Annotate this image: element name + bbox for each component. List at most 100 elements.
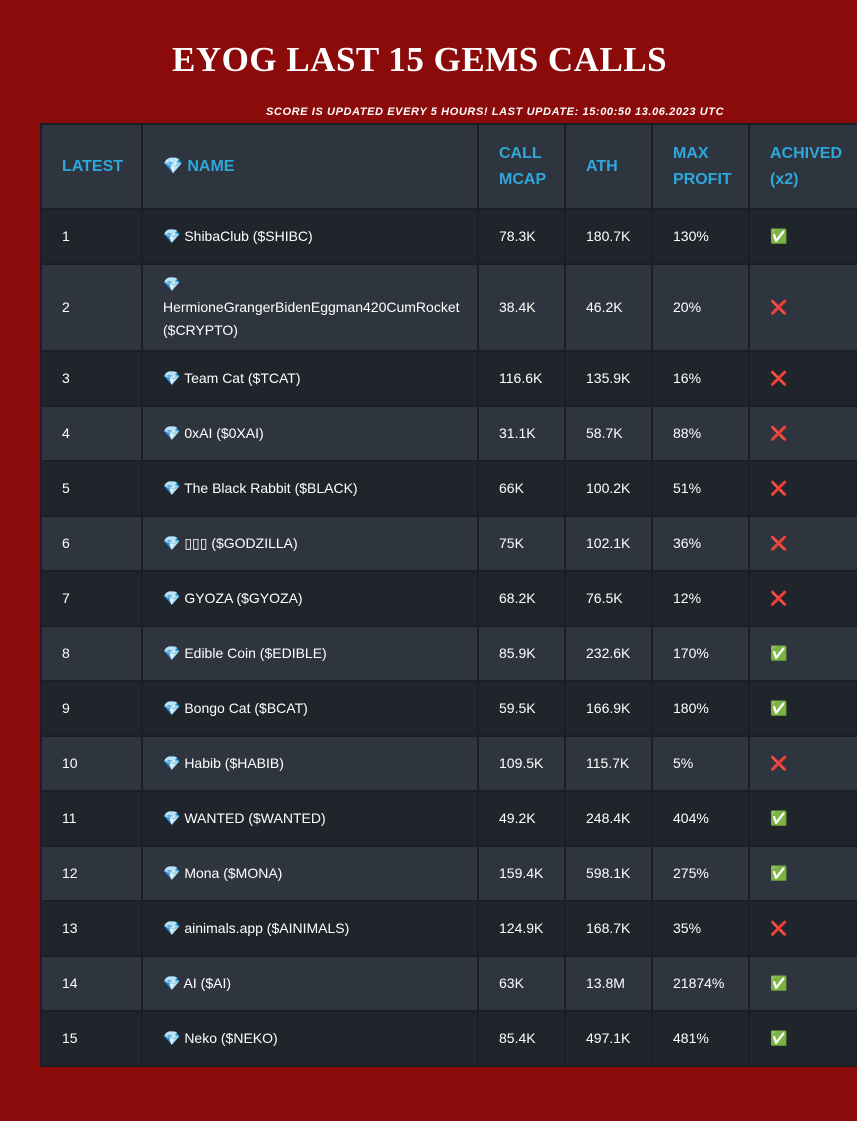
table-cell: 63K xyxy=(479,957,564,1010)
table-cell: ✅ xyxy=(750,627,857,680)
table-cell: 💎 Neko ($NEKO) xyxy=(143,1012,477,1065)
table-cell: 180% xyxy=(653,682,748,735)
table-cell: 6 xyxy=(42,517,141,570)
table-cell: 166.9K xyxy=(566,682,651,735)
table-row: 7 💎 GYOZA ($GYOZA) 68.2K 76.5K 12% ❌ xyxy=(42,572,857,625)
table-cell: 💎 HermioneGrangerBidenEggman420CumRocket… xyxy=(143,265,477,350)
table-cell: 124.9K xyxy=(479,902,564,955)
table-cell: 135.9K xyxy=(566,352,651,405)
table-cell: 💎 ▯▯▯ ($GODZILLA) xyxy=(143,517,477,570)
table-cell: 💎 Mona ($MONA) xyxy=(143,847,477,900)
table-cell: 85.4K xyxy=(479,1012,564,1065)
table-cell: 115.7K xyxy=(566,737,651,790)
table-row: 12 💎 Mona ($MONA) 159.4K 598.1K 275% ✅ xyxy=(42,847,857,900)
table-cell: ✅ xyxy=(750,1012,857,1065)
table-cell: ❌ xyxy=(750,352,857,405)
table-row: 3 💎 Team Cat ($TCAT) 116.6K 135.9K 16% ❌ xyxy=(42,352,857,405)
table-cell: 💎 AI ($AI) xyxy=(143,957,477,1010)
table-cell: 38.4K xyxy=(479,265,564,350)
table-cell: 💎 Edible Coin ($EDIBLE) xyxy=(143,627,477,680)
table-cell: ✅ xyxy=(750,957,857,1010)
table-row: 13 💎 ainimals.app ($AINIMALS) 124.9K 168.7K… xyxy=(42,902,857,955)
table-cell: 1 xyxy=(42,210,141,263)
table-cell: 35% xyxy=(653,902,748,955)
table-cell: 46.2K xyxy=(566,265,651,350)
table-cell: 2 xyxy=(42,265,141,350)
table-cell: 180.7K xyxy=(566,210,651,263)
table-cell: 💎 Bongo Cat ($BCAT) xyxy=(143,682,477,735)
table-cell: 💎 Habib ($HABIB) xyxy=(143,737,477,790)
table-cell: 11 xyxy=(42,792,141,845)
table-cell: 170% xyxy=(653,627,748,680)
table-cell: 248.4K xyxy=(566,792,651,845)
column-header: LATEST xyxy=(42,125,141,208)
table-cell: 5 xyxy=(42,462,141,515)
table-cell: 12% xyxy=(653,572,748,625)
table-cell: ❌ xyxy=(750,572,857,625)
table-cell: 66K xyxy=(479,462,564,515)
table-row: 8 💎 Edible Coin ($EDIBLE) 85.9K 232.6K 170% ✅ xyxy=(42,627,857,680)
table-cell: 8 xyxy=(42,627,141,680)
table-cell: 159.4K xyxy=(479,847,564,900)
table-cell: 16% xyxy=(653,352,748,405)
column-header: MAX PROFIT xyxy=(653,125,748,208)
table-cell: 13 xyxy=(42,902,141,955)
table-cell: 5% xyxy=(653,737,748,790)
table-row: 4 💎 0xAI ($0XAI) 31.1K 58.7K 88% ❌ xyxy=(42,407,857,460)
table-cell: ❌ xyxy=(750,462,857,515)
table-cell: 51% xyxy=(653,462,748,515)
table-cell: ❌ xyxy=(750,902,857,955)
table-cell: 85.9K xyxy=(479,627,564,680)
table-cell: 💎 The Black Rabbit ($BLACK) xyxy=(143,462,477,515)
table-cell: 116.6K xyxy=(479,352,564,405)
table-cell: 100.2K xyxy=(566,462,651,515)
table-row: 9 💎 Bongo Cat ($BCAT) 59.5K 166.9K 180% ✅ xyxy=(42,682,857,735)
table-body: 1 💎 ShibaClub ($SHIBC) 78.3K 180.7K 130% ✅ 2 💎 … xyxy=(42,210,857,1065)
table-cell: 88% xyxy=(653,407,748,460)
table-cell: 49.2K xyxy=(479,792,564,845)
table-cell: 10 xyxy=(42,737,141,790)
table-cell: 481% xyxy=(653,1012,748,1065)
table-cell: 💎 WANTED ($WANTED) xyxy=(143,792,477,845)
table-row: 10 💎 Habib ($HABIB) 109.5K 115.7K 5% ❌ xyxy=(42,737,857,790)
table-cell: ❌ xyxy=(750,517,857,570)
table-cell: ✅ xyxy=(750,210,857,263)
table-cell: ✅ xyxy=(750,682,857,735)
table-cell: ❌ xyxy=(750,737,857,790)
table-row: 5 💎 The Black Rabbit ($BLACK) 66K 100.2K 51%… xyxy=(42,462,857,515)
title: EYOG LAST 15 GEMS CALLS xyxy=(172,40,668,79)
table-cell: ❌ xyxy=(750,407,857,460)
table-cell: 232.6K xyxy=(566,627,651,680)
table-cell: ❌ xyxy=(750,265,857,350)
table-cell: 💎 ShibaClub ($SHIBC) xyxy=(143,210,477,263)
table-cell: 3 xyxy=(42,352,141,405)
table-cell: 68.2K xyxy=(479,572,564,625)
table-cell: ✅ xyxy=(750,792,857,845)
table-row: 6 💎 ▯▯▯ ($GODZILLA) 75K 102.1K 36% ❌ xyxy=(42,517,857,570)
table-cell: 15 xyxy=(42,1012,141,1065)
table-cell: 404% xyxy=(653,792,748,845)
column-header: 💎 NAME xyxy=(143,125,477,208)
table-cell: 20% xyxy=(653,265,748,350)
table-cell: 💎 GYOZA ($GYOZA) xyxy=(143,572,477,625)
table-cell: 109.5K xyxy=(479,737,564,790)
table-row: 14 💎 AI ($AI) 63K 13.8M 21874% ✅ xyxy=(42,957,857,1010)
table-cell: 75K xyxy=(479,517,564,570)
header-row: LATEST 💎 NAME CALL MCAP ATH MAX PROFIT ACHIVE… xyxy=(42,125,857,208)
table-cell: 76.5K xyxy=(566,572,651,625)
table-cell: 21874% xyxy=(653,957,748,1010)
column-header: CALL MCAP xyxy=(479,125,564,208)
table-cell: 31.1K xyxy=(479,407,564,460)
table-cell: 14 xyxy=(42,957,141,1010)
table-cell: 4 xyxy=(42,407,141,460)
table-cell: 130% xyxy=(653,210,748,263)
table-row: 15 💎 Neko ($NEKO) 85.4K 497.1K 481% ✅ xyxy=(42,1012,857,1065)
table-cell: 78.3K xyxy=(479,210,564,263)
table-cell: 102.1K xyxy=(566,517,651,570)
table-cell: ✅ xyxy=(750,847,857,900)
table-row: 1 💎 ShibaClub ($SHIBC) 78.3K 180.7K 130% ✅ xyxy=(42,210,857,263)
table-row: 2 💎 HermioneGrangerBidenEggman420CumRocke… xyxy=(42,265,857,350)
table-cell: 59.5K xyxy=(479,682,564,735)
table-row: 11 💎 WANTED ($WANTED) 49.2K 248.4K 404% ✅ xyxy=(42,792,857,845)
table-cell: 58.7K xyxy=(566,407,651,460)
